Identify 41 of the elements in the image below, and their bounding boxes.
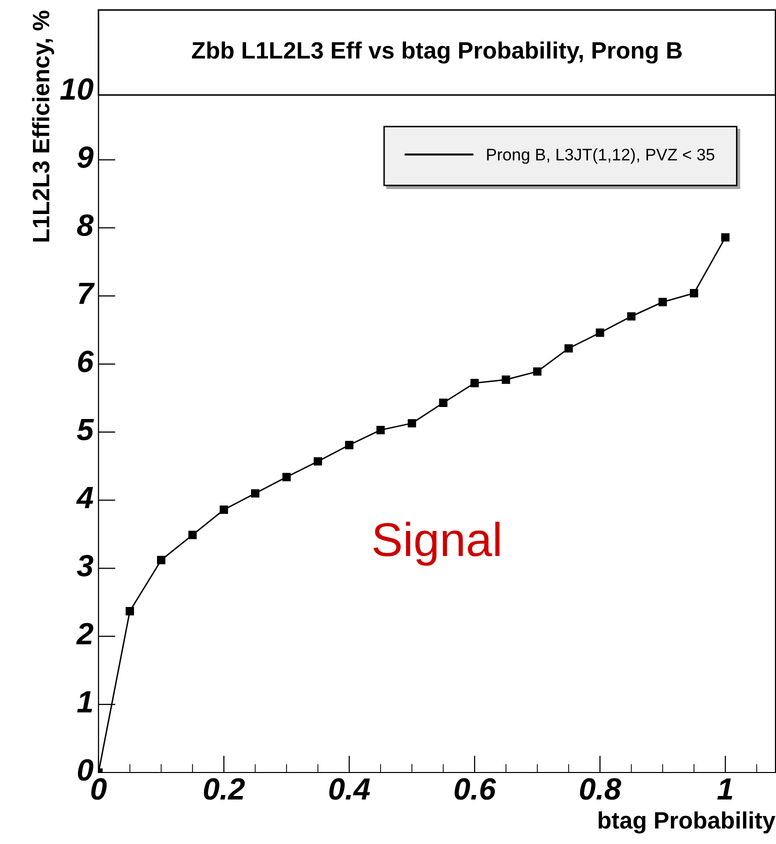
y-tick-label: 4 xyxy=(76,487,94,508)
y-tick-label: 9 xyxy=(77,146,94,168)
point xyxy=(564,344,573,353)
y-tick-label: 0 xyxy=(78,759,94,781)
x-tick-label: 0.6 xyxy=(454,778,496,800)
point xyxy=(376,426,385,434)
y-axis-title: L1L2L3 Efficiency, % xyxy=(32,10,54,242)
point xyxy=(126,606,134,616)
point xyxy=(188,530,197,540)
y-tick-label: 5 xyxy=(76,418,94,440)
x-tick-label: 0.2 xyxy=(204,778,245,800)
y-tick-label: 3 xyxy=(76,554,94,576)
y-tick-label: 10 xyxy=(60,78,94,100)
point xyxy=(690,289,698,298)
point xyxy=(439,398,448,407)
point xyxy=(533,367,542,376)
y-tick-label: 6 xyxy=(78,350,94,372)
point xyxy=(470,378,479,388)
x-tick-label: 0.4 xyxy=(329,778,370,800)
point xyxy=(345,440,354,450)
x-tick-label: 0.8 xyxy=(580,778,622,800)
annotation: Signal xyxy=(374,522,500,566)
point xyxy=(721,233,730,242)
point xyxy=(157,556,166,564)
y-tick-label: 1 xyxy=(77,691,92,712)
y-tick-label: 2 xyxy=(76,622,94,644)
text: Zbb L1L2L3 Eff vs btag Probability, Prong B xyxy=(192,41,682,64)
point xyxy=(658,298,667,306)
point xyxy=(596,328,604,337)
point xyxy=(314,457,322,466)
point xyxy=(502,376,510,384)
x-tick-label: 1 xyxy=(717,778,732,800)
legend-label: Prong B, L3JT(1,12), PVZ < 35 xyxy=(487,148,714,164)
point xyxy=(627,312,636,321)
x-axis-title: btag Probability xyxy=(598,811,776,834)
y-tick-label: 7 xyxy=(78,282,95,304)
point xyxy=(251,489,260,498)
point xyxy=(282,472,291,482)
point xyxy=(408,419,416,428)
y-tick-label: 8 xyxy=(77,214,94,236)
point xyxy=(220,506,228,514)
